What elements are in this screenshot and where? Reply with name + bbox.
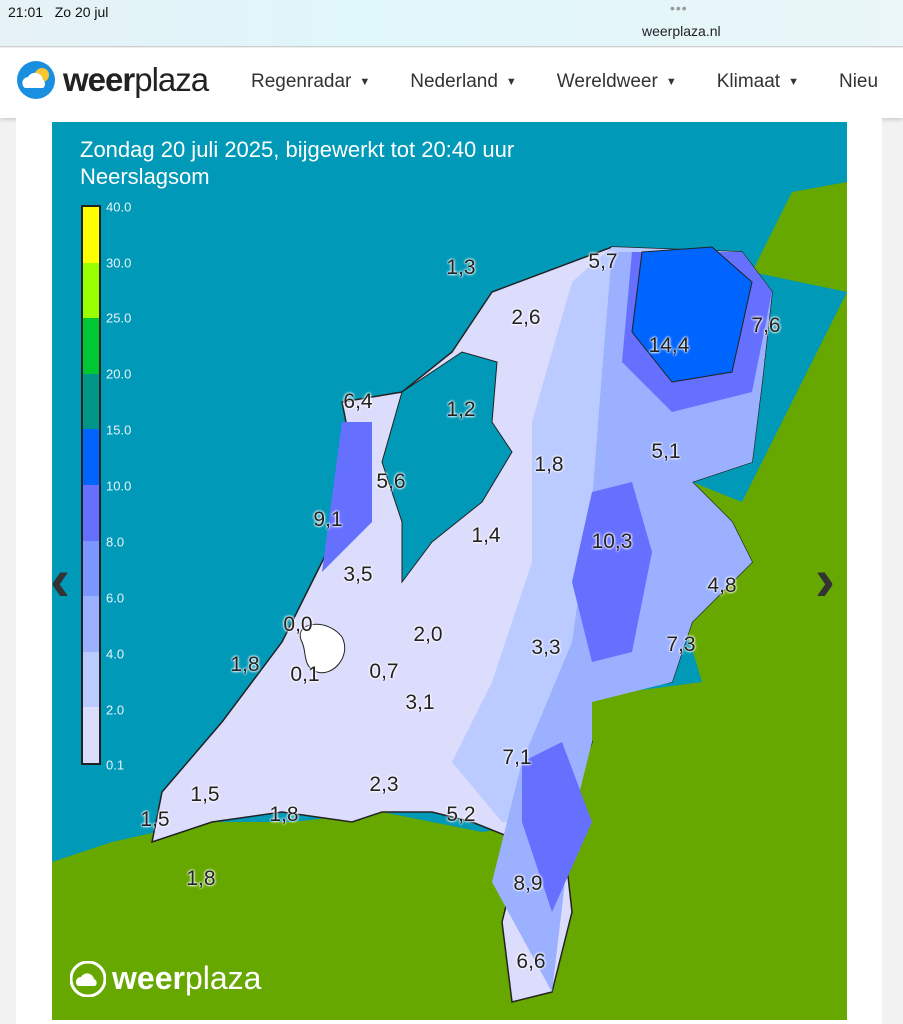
value-label: 1,8 xyxy=(534,453,564,476)
legend-swatch xyxy=(83,707,99,763)
menu-label: Klimaat xyxy=(716,71,781,92)
time: 21:01 xyxy=(8,4,44,20)
legend-swatch xyxy=(83,484,99,541)
value-label: 2,6 xyxy=(511,306,541,329)
legend-swatch xyxy=(83,207,99,263)
value-label: 3,5 xyxy=(343,563,373,586)
map-title-text: Zondag 20 juli 2025, bijgewerkt tot 20:4… xyxy=(80,137,515,162)
legend-tick: 2.0 xyxy=(106,702,125,718)
menu-label: Wereldweer xyxy=(556,71,658,92)
watermark-logo: weerplaza xyxy=(70,960,261,997)
legend-swatch xyxy=(83,318,99,374)
caret-down-icon: ▼ xyxy=(505,75,517,88)
zone-dry-white xyxy=(299,623,346,674)
legend-swatch xyxy=(83,651,99,708)
menu-regenradar[interactable]: Regenradar ▼ xyxy=(251,71,370,93)
legend-tick: 20.0 xyxy=(106,366,132,382)
value-label: 1,5 xyxy=(140,808,170,831)
value-label: 14,4 xyxy=(648,334,690,357)
legend-tick: 6.0 xyxy=(106,590,125,606)
value-label: 1,8 xyxy=(269,803,299,826)
value-label: 5,7 xyxy=(588,250,618,273)
value-label: 0,7 xyxy=(369,660,399,683)
date: Zo 20 jul xyxy=(54,4,109,20)
legend-swatch xyxy=(83,540,99,597)
caret-down-icon: ▼ xyxy=(359,75,371,88)
value-label: 8,9 xyxy=(513,872,543,895)
legend-swatch xyxy=(83,596,99,652)
value-label: 5,2 xyxy=(446,803,476,826)
previous-arrow-icon[interactable]: ‹ xyxy=(50,546,70,613)
site-nav: weerplaza Regenradar ▼ Nederland ▼ Wereldw… xyxy=(0,48,903,118)
logo[interactable]: weerplaza xyxy=(17,61,209,99)
value-label: 1,4 xyxy=(471,524,501,547)
value-label: 9,1 xyxy=(313,508,343,531)
main-menu: Regenradar ▼ Nederland ▼ Wereldweer ▼ Klima… xyxy=(251,71,903,93)
value-label: 4,8 xyxy=(707,574,737,597)
map-shapes xyxy=(52,182,847,1020)
value-label: 6,4 xyxy=(343,390,373,413)
caret-down-icon: ▼ xyxy=(788,75,799,88)
legend-tick: 25.0 xyxy=(106,310,132,326)
legend-swatch xyxy=(83,262,99,319)
menu-nieuws[interactable]: Nieu xyxy=(839,71,878,93)
value-label: 1,2 xyxy=(446,398,476,421)
legend-tick: 15.0 xyxy=(106,422,132,438)
value-label: 2,0 xyxy=(413,623,443,646)
legend-tick: 0.1 xyxy=(106,757,125,773)
logo-text-light: plaza xyxy=(134,61,209,98)
legend-swatch xyxy=(83,429,99,485)
value-label: 5,6 xyxy=(376,470,406,493)
value-label: 0,1 xyxy=(290,663,320,686)
menu-klimaat[interactable]: Klimaat ▼ xyxy=(717,71,799,93)
clock: 21:01 Zo 20 jul xyxy=(8,4,108,20)
value-label: 7,1 xyxy=(502,746,532,769)
value-label: 2,3 xyxy=(369,773,399,796)
legend-swatch xyxy=(83,373,99,430)
watermark-bold: weer xyxy=(112,960,185,996)
precipitation-map: Zondag 20 juli 2025, bijgewerkt tot 20:4… xyxy=(52,122,847,1020)
legend-tick: 4.0 xyxy=(106,646,125,662)
map-subtitle: Neerslagsom xyxy=(80,164,210,189)
menu-nederland[interactable]: Nederland ▼ xyxy=(410,71,517,93)
value-label: 3,3 xyxy=(531,636,561,659)
value-label: 7,6 xyxy=(751,314,781,337)
url-label[interactable]: weerplaza.nl xyxy=(642,23,721,39)
value-label: 7,3 xyxy=(666,633,696,656)
value-label: 10,3 xyxy=(591,530,633,553)
cloud-logo-icon xyxy=(70,960,106,997)
menu-label: Nieu xyxy=(838,71,879,92)
germany-belgium-land xyxy=(52,182,847,1020)
legend-tick: 40.0 xyxy=(106,199,132,215)
status-bar: 21:01 Zo 20 jul ••• weerplaza.nl xyxy=(0,0,903,47)
value-label: 3,1 xyxy=(405,691,435,714)
menu-label: Regenradar xyxy=(251,71,352,92)
value-label: 1,3 xyxy=(446,256,476,279)
menu-label: Nederland xyxy=(410,71,498,92)
map-title: Zondag 20 juli 2025, bijgewerkt tot 20:4… xyxy=(80,136,514,190)
ijsselmeer xyxy=(381,351,513,584)
cloud-sun-logo-icon xyxy=(17,61,55,99)
next-arrow-icon[interactable]: › xyxy=(815,546,835,613)
caret-down-icon: ▼ xyxy=(665,75,677,88)
value-label: 0,0 xyxy=(283,613,313,636)
logo-text-bold: weer xyxy=(63,61,135,98)
legend-tick: 8.0 xyxy=(106,534,125,550)
legend-tick: 10.0 xyxy=(106,478,132,494)
watermark-light: plaza xyxy=(184,960,262,996)
menu-wereldweer[interactable]: Wereldweer ▼ xyxy=(557,71,677,93)
value-label: 6,6 xyxy=(516,950,546,973)
value-label: 1,5 xyxy=(190,783,220,806)
legend-tick: 30.0 xyxy=(106,255,132,271)
color-legend xyxy=(81,205,101,765)
zone-dark-blue xyxy=(631,246,753,383)
more-dots-icon[interactable]: ••• xyxy=(670,0,688,16)
value-label: 1,8 xyxy=(186,867,216,890)
value-label: 1,8 xyxy=(230,653,260,676)
value-label: 5,1 xyxy=(651,440,681,463)
